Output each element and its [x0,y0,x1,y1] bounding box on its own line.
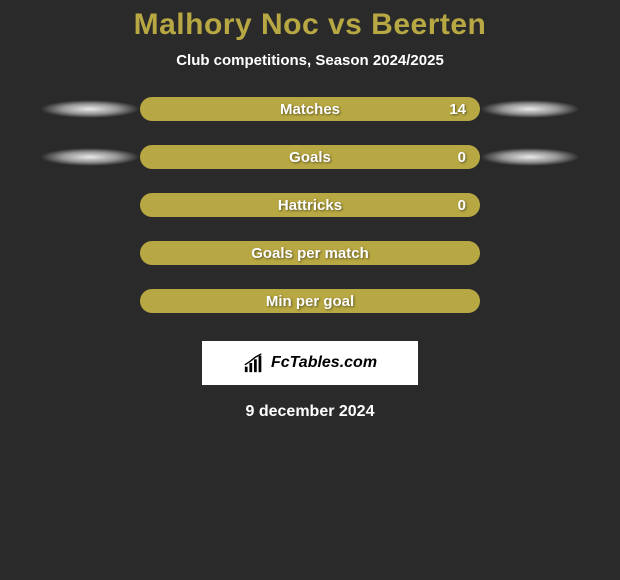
chart-icon [243,352,265,374]
shadow-right [480,100,580,118]
stat-value: 14 [449,101,466,118]
logo-box: FcTables.com [202,341,418,385]
stat-row: Matches 14 [40,97,580,121]
stat-label: Goals per match [251,245,369,262]
stat-bar: Matches 14 [140,97,480,121]
comparison-widget: Malhory Noc vs Beerten Club competitions… [0,0,620,421]
stat-row: Min per goal [40,289,580,313]
date-text: 9 december 2024 [246,403,375,421]
stat-label: Goals [289,149,331,166]
stat-bar: Goals 0 [140,145,480,169]
shadow-left [40,292,140,310]
stat-row: Hattricks 0 [40,193,580,217]
shadow-left [40,244,140,262]
stat-row: Goals 0 [40,145,580,169]
page-title: Malhory Noc vs Beerten [134,8,487,42]
stat-bar: Min per goal [140,289,480,313]
stat-value: 0 [458,197,466,214]
shadow-left [40,196,140,214]
stat-row: Goals per match [40,241,580,265]
shadow-right [480,196,580,214]
stat-label: Min per goal [266,293,354,310]
shadow-left [40,148,140,166]
shadow-right [480,148,580,166]
shadow-right [480,292,580,310]
stat-bar: Hattricks 0 [140,193,480,217]
stats-container: Matches 14 Goals 0 Hattricks 0 Goals per match… [40,97,580,337]
subtitle: Club competitions, Season 2024/2025 [176,52,444,69]
stat-value: 0 [458,149,466,166]
stat-bar: Goals per match [140,241,480,265]
shadow-left [40,100,140,118]
stat-label: Hattricks [278,197,342,214]
stat-label: Matches [280,101,340,118]
shadow-right [480,244,580,262]
logo-text: FcTables.com [271,354,377,372]
